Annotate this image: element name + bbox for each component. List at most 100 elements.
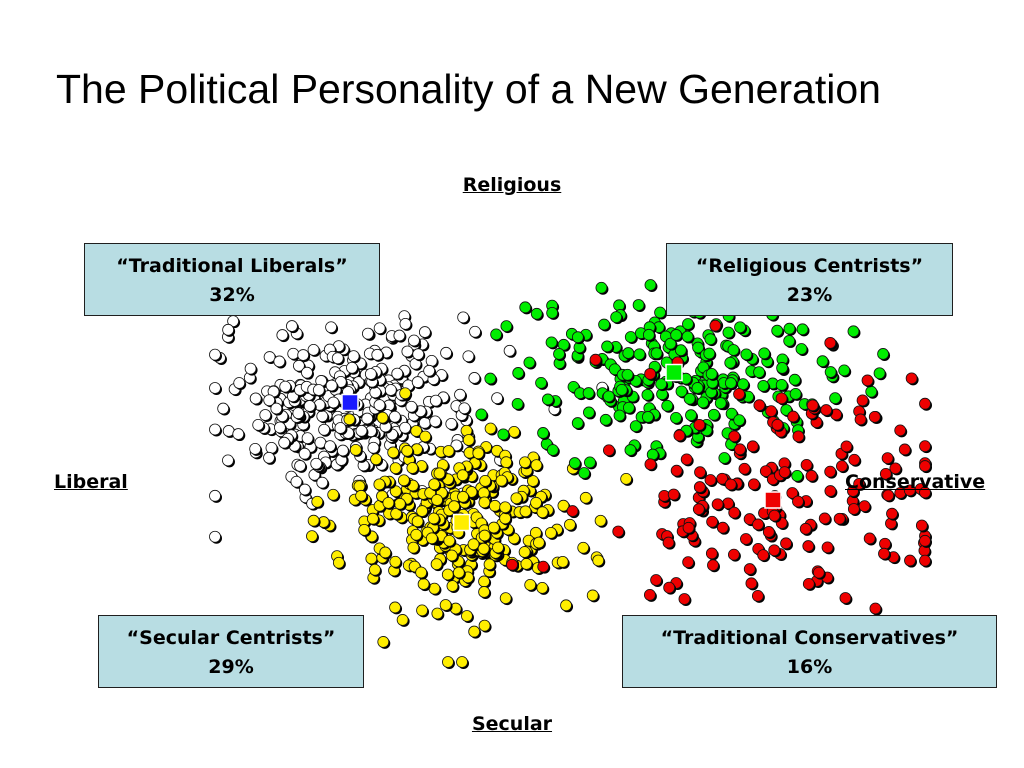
data-point: [873, 367, 886, 380]
data-point: [655, 378, 668, 391]
data-point: [877, 348, 889, 360]
data-point: [768, 509, 781, 522]
axis-label-liberal: Liberal: [54, 471, 128, 493]
data-point: [584, 456, 596, 469]
data-point: [209, 348, 221, 361]
data-point: [454, 388, 466, 401]
data-point: [758, 347, 771, 360]
data-point: [858, 500, 871, 513]
series-2: [306, 387, 634, 669]
data-point: [646, 448, 659, 461]
data-point: [396, 614, 409, 626]
cluster-box-traditional-liberals: “Traditional Liberals” 32%: [84, 243, 380, 316]
data-point: [613, 299, 625, 312]
data-point: [670, 464, 683, 477]
data-point: [775, 378, 788, 391]
centroid-marker: [341, 393, 359, 412]
cluster-percent: 29%: [208, 656, 254, 678]
data-point: [327, 488, 340, 501]
data-point: [709, 319, 722, 332]
data-point: [847, 503, 860, 515]
cluster-label: “Traditional Liberals”: [116, 255, 348, 277]
data-point: [336, 444, 349, 457]
data-point: [663, 581, 676, 594]
data-point: [757, 549, 770, 562]
data-point: [511, 397, 524, 410]
data-point: [589, 353, 602, 366]
data-point: [427, 512, 440, 525]
data-point: [724, 356, 737, 369]
data-point: [716, 521, 729, 534]
data-point: [334, 422, 347, 434]
data-point: [697, 396, 709, 409]
data-point: [222, 454, 234, 467]
data-point: [445, 417, 458, 430]
data-point: [349, 443, 362, 456]
data-point: [861, 374, 874, 387]
data-point: [745, 577, 758, 590]
data-point: [771, 324, 784, 337]
data-point: [467, 538, 480, 551]
data-point: [863, 532, 876, 545]
data-point: [818, 512, 831, 525]
data-point: [865, 385, 878, 398]
data-point: [292, 407, 305, 420]
data-point: [642, 328, 655, 341]
data-point: [355, 424, 368, 437]
data-point: [599, 413, 612, 426]
data-point: [537, 560, 550, 573]
axis-label-religious: Religious: [462, 174, 562, 196]
data-point: [478, 529, 491, 542]
data-point: [879, 537, 891, 550]
data-point: [519, 456, 531, 469]
data-point: [598, 318, 610, 331]
data-point: [393, 329, 406, 342]
data-point: [388, 410, 401, 423]
data-point: [629, 420, 642, 433]
data-point: [416, 505, 428, 517]
data-point: [613, 409, 626, 422]
data-point: [546, 306, 559, 319]
data-point: [795, 343, 808, 355]
data-point: [376, 411, 389, 424]
data-point: [633, 348, 646, 361]
data-point: [644, 279, 657, 291]
data-point: [586, 589, 599, 602]
data-point: [577, 541, 590, 554]
data-point: [530, 307, 543, 320]
data-point: [743, 513, 756, 525]
data-point: [370, 453, 382, 466]
data-point: [747, 478, 760, 491]
data-point: [410, 425, 423, 437]
data-point: [442, 445, 455, 457]
data-point: [740, 533, 752, 545]
data-point: [878, 547, 890, 560]
data-point: [682, 521, 695, 534]
data-point: [571, 417, 584, 429]
data-point: [541, 393, 554, 406]
data-point: [824, 485, 837, 497]
data-point: [406, 462, 419, 474]
data-point: [499, 592, 512, 605]
data-point: [820, 404, 833, 416]
data-point: [478, 619, 491, 632]
data-point: [703, 347, 716, 360]
data-point: [457, 311, 470, 324]
data-point: [412, 348, 425, 361]
data-point: [249, 392, 262, 405]
data-point: [692, 341, 704, 354]
data-point: [734, 443, 746, 456]
data-point: [497, 428, 510, 441]
data-point: [707, 408, 720, 421]
data-point: [824, 366, 837, 378]
cluster-box-traditional-conservatives: “Traditional Conservatives” 16%: [622, 615, 997, 688]
data-point: [592, 554, 605, 567]
data-point: [263, 351, 276, 363]
data-point: [318, 423, 331, 436]
data-point: [706, 515, 719, 528]
centroid-marker: [665, 363, 683, 382]
data-point: [364, 368, 377, 380]
data-point: [270, 402, 283, 415]
data-point: [456, 469, 469, 482]
